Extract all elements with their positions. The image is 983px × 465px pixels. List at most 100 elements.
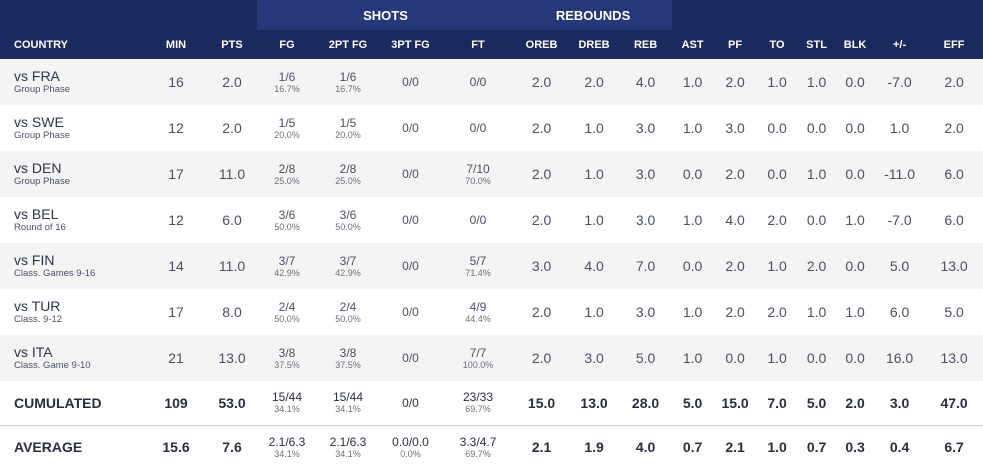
opponent-name: vs ITA xyxy=(14,344,53,360)
ft-made-attempted: 4/9 xyxy=(469,299,487,314)
to-cell: 0.0 xyxy=(757,105,798,151)
fg-percentage: 34.1% xyxy=(274,448,300,459)
column-header-country[interactable]: COUNTRY xyxy=(0,30,145,59)
fg2-cell: 1/6 16.7% xyxy=(317,59,379,105)
game-phase: Class. 9-12 xyxy=(14,314,63,325)
column-header-pf[interactable]: PF xyxy=(713,30,758,59)
fg3-made-attempted: 0/0 xyxy=(402,75,419,89)
column-header-3pt-fg[interactable]: 3PT FG xyxy=(379,30,442,59)
fg-percentage: 16.7% xyxy=(274,83,300,94)
pts-cell: 7.6 xyxy=(207,425,257,465)
fg3-cell: 0/0 xyxy=(379,197,442,243)
column-header-ast[interactable]: AST xyxy=(672,30,714,59)
fg2-made-attempted: 1/5 xyxy=(339,115,357,130)
fg2-percentage: 42.9% xyxy=(335,267,361,278)
fg-percentage: 34.1% xyxy=(274,404,300,415)
fg2-made-attempted: 2.1/6.3 xyxy=(329,434,367,449)
eff-cell: 13.0 xyxy=(925,335,983,381)
fg3-made-attempted: 0/0 xyxy=(402,259,419,273)
pf-cell: 2.1 xyxy=(713,425,758,465)
column-header-min[interactable]: MIN xyxy=(145,30,207,59)
column-header-stl[interactable]: STL xyxy=(797,30,837,59)
reb-cell: 3.0 xyxy=(619,105,673,151)
pts-cell: 11.0 xyxy=(207,151,257,197)
oreb-cell: 2.0 xyxy=(514,197,570,243)
column-header-eff[interactable]: EFF xyxy=(925,30,983,59)
oreb-cell: 2.0 xyxy=(514,335,570,381)
stl-cell: 0.0 xyxy=(797,335,837,381)
ast-cell: 0.0 xyxy=(672,243,714,289)
stl-cell: 2.0 xyxy=(797,243,837,289)
average-row: AVERAGE 15.6 7.6 2.1/6.3 34.1% 2.1/6.3 34.… xyxy=(0,425,983,465)
game-row: vs DEN Group Phase 17 11.0 2/8 25.0% 2/8 2… xyxy=(0,151,983,197)
fg-percentage: 50.0% xyxy=(274,221,300,232)
ft-percentage: 44.4% xyxy=(465,313,491,324)
column-header-pts[interactable]: PTS xyxy=(207,30,257,59)
group-header-blank-right xyxy=(672,0,983,30)
column-header-dreb[interactable]: DREB xyxy=(569,30,620,59)
fg3-cell: 0/0 xyxy=(379,59,442,105)
min-cell: 21 xyxy=(145,335,207,381)
oreb-cell: 2.0 xyxy=(514,105,570,151)
plus-minus-cell: -11.0 xyxy=(874,151,926,197)
ft-percentage: 70.0% xyxy=(465,175,491,186)
reb-cell: 7.0 xyxy=(619,243,673,289)
eff-cell: 13.0 xyxy=(925,243,983,289)
game-phase: Class. Game 9-10 xyxy=(14,360,91,371)
fg2-cell: 2/8 25.0% xyxy=(317,151,379,197)
column-header-fg[interactable]: FG xyxy=(257,30,317,59)
dreb-cell: 1.0 xyxy=(569,197,620,243)
plus-minus-cell: -7.0 xyxy=(874,197,926,243)
pf-cell: 3.0 xyxy=(713,105,758,151)
fg2-percentage: 25.0% xyxy=(335,175,361,186)
dreb-cell: 1.0 xyxy=(569,289,620,335)
fg-made-attempted: 3/6 xyxy=(278,207,296,222)
column-header-plus-minus[interactable]: +/- xyxy=(874,30,926,59)
fg-made-attempted: 1/5 xyxy=(278,115,296,130)
ft-made-attempted: 0/0 xyxy=(469,75,487,89)
pts-cell: 53.0 xyxy=(207,381,257,426)
fg-made-attempted: 2/8 xyxy=(278,161,296,176)
column-header-2pt-fg[interactable]: 2PT FG xyxy=(317,30,379,59)
pf-cell: 0.0 xyxy=(713,335,758,381)
fg2-percentage: 34.1% xyxy=(335,448,361,459)
min-cell: 12 xyxy=(145,105,207,151)
fg-cell: 3/7 42.9% xyxy=(257,243,317,289)
fg-percentage: 42.9% xyxy=(274,267,300,278)
column-header-blk[interactable]: BLK xyxy=(836,30,875,59)
reb-cell: 4.0 xyxy=(619,59,673,105)
fg3-made-attempted: 0/0 xyxy=(402,121,419,135)
ft-percentage: 71.4% xyxy=(465,267,491,278)
stl-cell: 0.0 xyxy=(797,197,837,243)
pts-cell: 2.0 xyxy=(207,105,257,151)
pts-cell: 13.0 xyxy=(207,335,257,381)
ft-cell: 0/0 xyxy=(442,105,515,151)
eff-cell: 5.0 xyxy=(925,289,983,335)
ft-cell: 5/7 71.4% xyxy=(442,243,515,289)
eff-cell: 2.0 xyxy=(925,105,983,151)
fg-percentage: 37.5% xyxy=(274,359,300,370)
fg2-cell: 3/6 50.0% xyxy=(317,197,379,243)
stl-cell: 0.7 xyxy=(797,425,837,465)
fg-percentage: 50.0% xyxy=(274,313,300,324)
opponent-name: vs BEL xyxy=(14,206,59,222)
ft-made-attempted: 7/10 xyxy=(466,161,490,176)
column-header-oreb[interactable]: OREB xyxy=(514,30,570,59)
game-row: vs SWE Group Phase 12 2.0 1/5 20.0% 1/5 20… xyxy=(0,105,983,151)
fg-made-attempted: 15/44 xyxy=(271,390,303,405)
blk-cell: 1.0 xyxy=(836,289,875,335)
fg3-cell: 0/0 xyxy=(379,289,442,335)
pf-cell: 2.0 xyxy=(713,243,758,289)
fg-cell: 3/8 37.5% xyxy=(257,335,317,381)
column-header-reb[interactable]: REB xyxy=(619,30,673,59)
fg2-percentage: 37.5% xyxy=(335,359,361,370)
stl-cell: 1.0 xyxy=(797,59,837,105)
eff-cell: 6.0 xyxy=(925,151,983,197)
ast-cell: 1.0 xyxy=(672,105,714,151)
dreb-cell: 1.0 xyxy=(569,105,620,151)
column-header-to[interactable]: TO xyxy=(757,30,798,59)
fg2-made-attempted: 3/6 xyxy=(339,207,357,222)
column-header-ft[interactable]: FT xyxy=(442,30,515,59)
game-phase: Group Phase xyxy=(14,84,70,95)
